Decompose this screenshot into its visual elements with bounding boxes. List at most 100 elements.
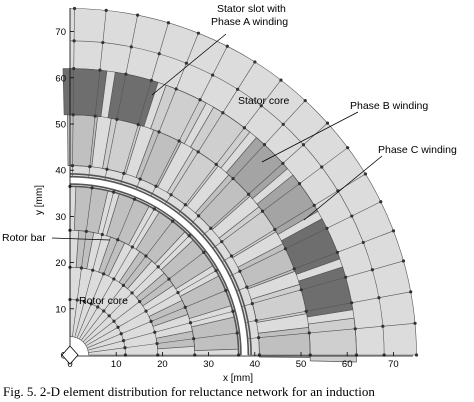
mesh-node — [138, 177, 142, 181]
y-tick-label: 10 — [55, 304, 66, 315]
mesh-node — [157, 130, 161, 134]
mesh-node — [132, 197, 137, 201]
mesh-node — [192, 337, 196, 341]
mesh-node — [236, 87, 240, 91]
mesh-node — [121, 283, 126, 287]
mesh-node — [169, 193, 173, 197]
stator-slot-label-line1: Stator slot with — [217, 3, 286, 15]
mesh-node — [196, 150, 200, 154]
mesh-node — [153, 330, 157, 334]
mesh-node — [130, 245, 134, 249]
mesh-node — [82, 299, 86, 304]
mesh-node — [299, 288, 303, 292]
y-tick-label: 40 — [55, 166, 66, 177]
mesh-node — [72, 66, 76, 71]
x-tick-label: 10 — [111, 359, 122, 370]
stator-radial-line — [229, 201, 381, 277]
stator-radial-line — [202, 122, 328, 236]
mesh-node — [214, 162, 218, 167]
mesh-node — [361, 240, 365, 245]
mesh-node — [304, 309, 308, 313]
x-tick-label: 40 — [250, 359, 261, 370]
mesh-node — [135, 13, 140, 17]
mesh-node — [129, 45, 133, 49]
rotor-radial-line — [74, 189, 115, 338]
x-tick-label: 60 — [342, 359, 353, 370]
y-tick-label: 70 — [55, 27, 66, 38]
mesh-node — [149, 78, 153, 82]
stator-radial-line — [178, 79, 282, 214]
y-tick-label: 60 — [55, 73, 66, 84]
mesh-node — [84, 229, 88, 233]
mesh-node — [231, 309, 235, 313]
mesh-node — [262, 143, 267, 147]
mesh-node — [254, 318, 258, 323]
mesh-node — [229, 254, 234, 258]
mesh-node — [381, 324, 385, 328]
rotor-radial-line — [76, 196, 136, 339]
figure-caption: Fig. 5. 2-D element distribution for rel… — [3, 384, 375, 399]
phase-b-leader — [261, 111, 359, 163]
x-tick-label: 70 — [388, 359, 399, 370]
mesh-node — [245, 285, 249, 289]
stator-radial-line — [236, 230, 394, 292]
mesh-node — [401, 259, 406, 263]
mesh-node — [273, 227, 277, 232]
rotor-radial-line — [82, 233, 192, 343]
mesh-node — [187, 234, 191, 238]
mesh-node — [123, 346, 127, 350]
mesh-node — [149, 319, 153, 324]
mesh-node — [107, 314, 111, 318]
mesh-node — [104, 8, 108, 12]
mesh-node — [154, 184, 158, 188]
mesh-node — [122, 171, 126, 175]
mesh-node — [144, 309, 148, 313]
mesh-node — [209, 226, 213, 230]
mesh-node — [281, 122, 285, 126]
stator-slot-label-line2: Phase A winding — [211, 16, 288, 28]
mesh-node — [188, 321, 193, 325]
stator-radial-line — [245, 291, 411, 323]
stator-arc — [69, 173, 252, 356]
mesh-node — [119, 332, 123, 336]
stator-arc — [69, 8, 417, 356]
mesh-node — [196, 214, 201, 218]
rotor-radial-line — [85, 269, 219, 347]
mesh-node — [105, 167, 109, 171]
stator-slot-outer — [62, 68, 108, 118]
mesh-node — [136, 123, 140, 127]
rotor-radial-line — [86, 289, 229, 349]
rotor-arc — [69, 183, 242, 356]
stator-radial-line — [241, 260, 404, 307]
mesh-node — [379, 200, 383, 204]
mesh-node — [183, 203, 187, 207]
mesh-node — [121, 339, 126, 343]
stator-radial-line — [164, 61, 256, 205]
mesh-node — [102, 309, 106, 313]
mesh-node — [325, 121, 330, 125]
rotor-radial-line — [81, 219, 175, 341]
mesh-node — [235, 331, 239, 335]
mesh-node — [211, 73, 215, 77]
stator-radial-line — [247, 322, 416, 339]
origin-marker-icon — [61, 345, 79, 365]
mesh-node — [370, 268, 374, 272]
mesh-node — [307, 331, 311, 335]
rotor-bar-leader — [51, 237, 111, 241]
rotor-arc — [69, 336, 89, 356]
mesh-node — [335, 250, 340, 254]
mesh-node — [214, 269, 218, 273]
mesh-node — [71, 113, 75, 117]
stator-radial-line — [135, 33, 199, 190]
mesh-node — [124, 72, 128, 76]
mesh-node — [198, 98, 202, 102]
stator-radial-line — [212, 147, 348, 249]
mesh-node — [413, 321, 417, 325]
x-tick-label: 20 — [157, 359, 168, 370]
mesh-node — [202, 250, 206, 254]
mesh-node — [353, 327, 357, 331]
mesh-node — [177, 139, 181, 143]
mesh-node — [297, 182, 302, 186]
stator-arc — [69, 165, 260, 356]
